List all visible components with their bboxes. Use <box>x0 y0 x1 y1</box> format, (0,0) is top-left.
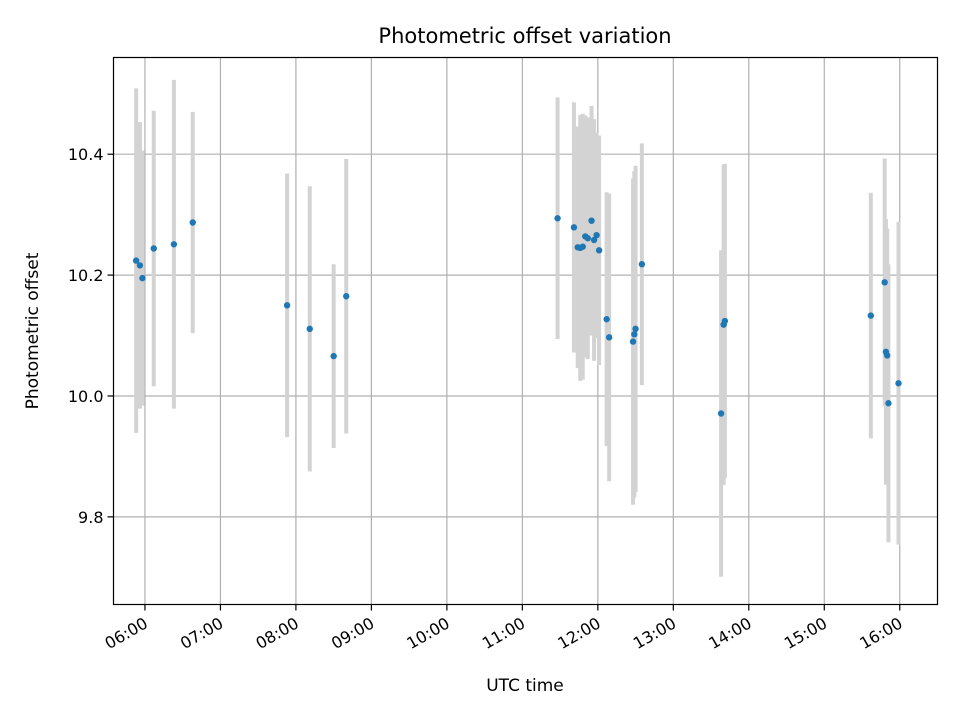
data-point <box>306 325 313 333</box>
data-point <box>717 410 725 417</box>
data-point <box>605 334 613 341</box>
data-point <box>885 400 892 407</box>
y-axis: 9.8 10.0 10.2 10.4 <box>68 145 114 527</box>
data-point <box>579 243 586 250</box>
data-point <box>283 302 291 309</box>
data-point <box>570 224 578 231</box>
data-point <box>721 317 729 325</box>
y-tick-label: 9.8 <box>78 508 103 527</box>
data-point <box>136 262 144 269</box>
data-point <box>343 293 350 300</box>
data-point <box>881 279 888 286</box>
data-point <box>895 380 902 387</box>
x-axis-title: UTC time <box>486 676 564 696</box>
plot-frame <box>112 56 939 606</box>
chart-title: Photometric offset variation <box>378 24 671 48</box>
y-axis-title: Photometric offset <box>23 252 43 409</box>
data-point <box>590 236 598 244</box>
data-point <box>588 217 595 224</box>
data-points <box>132 215 902 417</box>
y-tick-label: 10.0 <box>68 387 104 406</box>
data-point <box>170 241 178 248</box>
data-point <box>139 274 146 282</box>
data-point <box>603 316 610 323</box>
data-point <box>150 245 157 252</box>
data-point <box>632 325 639 333</box>
data-point <box>638 261 646 268</box>
data-point <box>132 257 140 264</box>
data-point <box>189 219 196 226</box>
data-point <box>554 215 561 222</box>
data-point <box>883 352 891 359</box>
data-point <box>330 352 337 360</box>
data-point <box>584 235 591 242</box>
y-tick-label: 10.2 <box>68 266 104 285</box>
data-point <box>629 338 637 345</box>
data-point <box>631 331 638 338</box>
data-point <box>593 231 600 239</box>
data-point <box>867 312 875 319</box>
y-tick-label: 10.4 <box>68 145 104 164</box>
data-point <box>595 247 603 254</box>
